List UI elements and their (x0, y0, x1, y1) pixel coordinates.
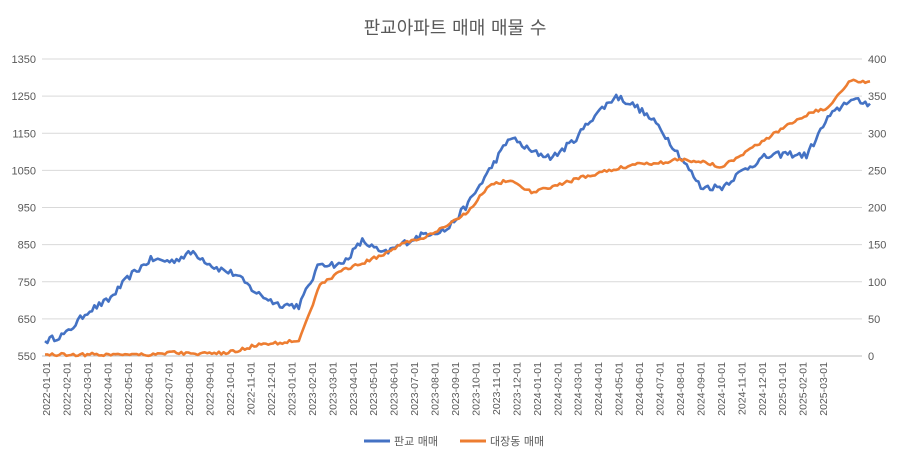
right-tick-label: 300 (868, 128, 886, 140)
x-tick-label: 2025-02-01 (798, 362, 810, 416)
right-tick-label: 250 (868, 165, 886, 177)
left-tick-label: 750 (18, 277, 36, 289)
x-tick-label: 2024-02-01 (552, 362, 564, 416)
x-tick-label: 2024-07-01 (655, 362, 667, 416)
x-tick-label: 2023-09-01 (450, 362, 462, 416)
left-tick-label: 1150 (12, 128, 36, 140)
left-tick-label: 1350 (12, 54, 36, 66)
right-tick-label: 200 (868, 203, 886, 215)
x-tick-label: 2024-12-01 (757, 362, 769, 416)
x-tick-label: 2024-08-01 (675, 362, 687, 416)
x-tick-label: 2022-05-01 (123, 362, 135, 416)
x-tick-label: 2025-01-01 (777, 362, 789, 416)
left-tick-label: 550 (18, 351, 36, 363)
x-tick-label: 2023-12-01 (511, 362, 523, 416)
left-tick-label: 1250 (12, 91, 36, 103)
x-tick-label: 2024-06-01 (634, 362, 646, 416)
x-tick-label: 2022-02-01 (61, 362, 73, 416)
x-tick-label: 2022-01-01 (41, 362, 53, 416)
x-tick-label: 2023-08-01 (430, 362, 442, 416)
x-tick-label: 2023-03-01 (327, 362, 339, 416)
x-tick-label: 2024-04-01 (593, 362, 605, 416)
x-tick-label: 2023-01-01 (286, 362, 298, 416)
x-tick-label: 2023-05-01 (368, 362, 380, 416)
x-tick-label: 2023-10-01 (470, 362, 482, 416)
x-tick-label: 2024-05-01 (614, 362, 626, 416)
x-tick-label: 2024-09-01 (695, 362, 707, 416)
x-axis-ticks: 2022-01-01 2022-02-01 2022-03-01 2022-04-01… (41, 362, 830, 416)
right-y-axis-ticks: 0 50 100 150 200 250 300 350 400 (868, 54, 886, 363)
left-y-axis-ticks: 550 650 750 850 950 1050 1150 1250 1350 (12, 54, 36, 363)
x-tick-label: 2023-06-01 (389, 362, 401, 416)
x-tick-label: 2024-11-01 (736, 362, 748, 415)
left-tick-label: 650 (18, 314, 36, 326)
series-line-daejang (44, 78, 871, 358)
legend: 판교 매매 대장동 매매 (364, 435, 544, 448)
right-tick-label: 400 (868, 54, 886, 66)
x-tick-label: 2022-07-01 (164, 362, 176, 416)
x-tick-label: 2022-11-01 (246, 362, 258, 415)
gridlines (42, 58, 862, 357)
x-tick-label: 2023-04-01 (348, 362, 360, 416)
legend-label-pangyo: 판교 매매 (394, 435, 438, 448)
x-tick-label: 2024-03-01 (573, 362, 585, 416)
left-tick-label: 1050 (12, 165, 36, 177)
x-tick-label: 2022-12-01 (266, 362, 278, 416)
right-tick-label: 150 (868, 240, 886, 252)
right-tick-label: 100 (868, 277, 886, 289)
x-tick-label: 2023-11-01 (491, 362, 503, 415)
right-tick-label: 0 (868, 351, 874, 363)
x-tick-label: 2024-01-01 (532, 362, 544, 416)
x-tick-label: 2022-08-01 (184, 362, 196, 416)
x-tick-label: 2022-03-01 (82, 362, 94, 416)
x-tick-label: 2022-06-01 (143, 362, 155, 416)
right-tick-label: 50 (868, 314, 880, 326)
x-tick-label: 2022-04-01 (102, 362, 114, 416)
x-tick-label: 2023-07-01 (409, 362, 421, 416)
x-tick-label: 2025-03-01 (818, 362, 830, 416)
left-tick-label: 950 (18, 203, 36, 215)
x-tick-label: 2022-09-01 (205, 362, 217, 416)
x-tick-label: 2024-10-01 (716, 362, 728, 416)
chart-title: 판교아파트 매매 매물 수 (364, 18, 547, 39)
x-tick-label: 2022-10-01 (225, 362, 237, 416)
right-tick-label: 350 (868, 91, 886, 103)
x-tick-label: 2023-02-01 (307, 362, 319, 416)
left-tick-label: 850 (18, 240, 36, 252)
series-lines (44, 78, 871, 358)
legend-label-daejang: 대장동 매매 (490, 435, 544, 448)
